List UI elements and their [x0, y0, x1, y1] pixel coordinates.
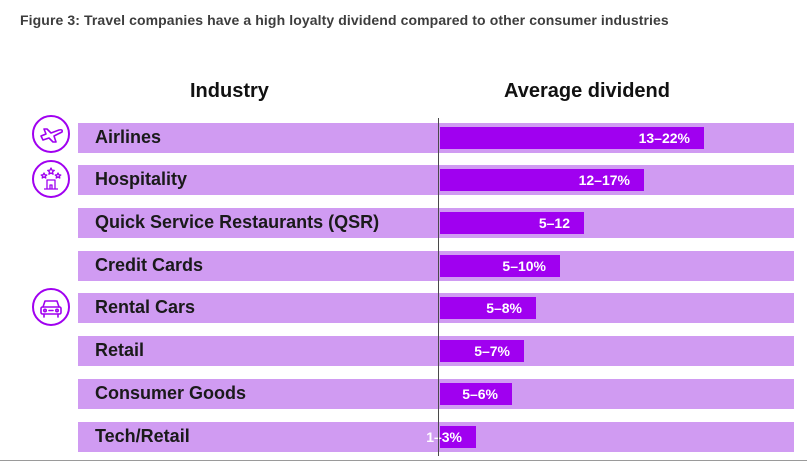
data-label: 13–22% — [638, 130, 690, 146]
row-band — [78, 165, 794, 195]
column-header-industry: Industry — [190, 80, 269, 102]
bar — [440, 255, 560, 277]
hotel-stars-icon — [32, 160, 70, 198]
bar — [440, 340, 524, 362]
category-label: Quick Service Restaurants (QSR) — [95, 212, 380, 232]
category-label: Retail — [95, 340, 145, 360]
data-label: 1–3% — [426, 429, 462, 445]
data-label: 12–17% — [578, 172, 630, 188]
row-band — [78, 336, 794, 366]
category-label: Consumer Goods — [95, 383, 247, 403]
figure-title: Figure 3: Travel companies have a high l… — [20, 12, 669, 28]
bar — [440, 383, 512, 405]
category-label: Airlines — [95, 127, 162, 147]
bar — [440, 297, 536, 319]
bar — [440, 212, 584, 234]
bottom-rule — [0, 460, 807, 461]
row-band — [78, 251, 794, 281]
category-label: Credit Cards — [95, 255, 204, 275]
category-label: Tech/Retail — [95, 426, 190, 446]
row-band — [78, 422, 794, 452]
data-label: 5–6% — [462, 386, 498, 402]
row-band — [78, 208, 794, 238]
data-label: 5–8% — [486, 300, 522, 316]
row-band — [78, 379, 794, 409]
data-label: 5–10% — [502, 258, 546, 274]
airplane-icon — [32, 115, 70, 153]
data-label: 5–7% — [474, 343, 510, 359]
column-header-average-dividend: Average dividend — [504, 80, 670, 102]
bar — [440, 127, 704, 149]
category-label: Hospitality — [95, 169, 188, 189]
row-band — [78, 293, 794, 323]
data-label: 5–12 — [538, 215, 570, 231]
bar — [440, 169, 644, 191]
axis-line — [438, 118, 439, 456]
category-label: Rental Cars — [95, 297, 196, 317]
bar — [440, 426, 476, 448]
car-icon — [32, 288, 70, 326]
